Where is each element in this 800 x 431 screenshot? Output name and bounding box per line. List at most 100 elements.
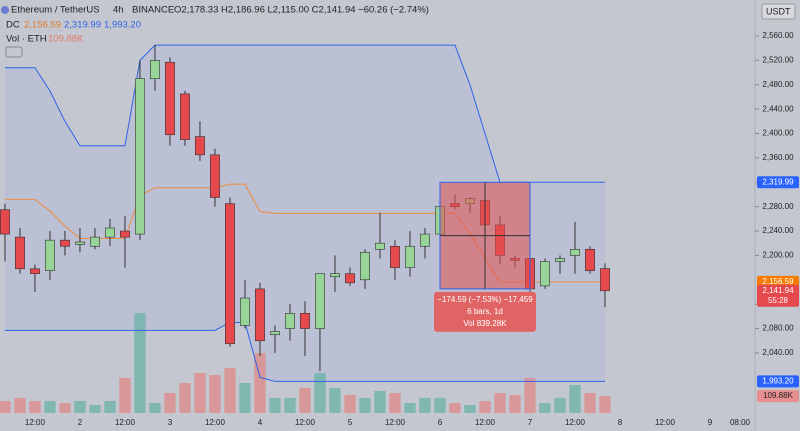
candle-body (270, 331, 280, 335)
y-tick-label: 2,360.00 (762, 153, 794, 162)
x-tick-label: 7 (528, 418, 533, 427)
volume-bar (359, 397, 371, 413)
measure-label: 6 bars, 1d (467, 307, 503, 316)
interval: 4h (113, 5, 124, 16)
volume-bar (44, 401, 56, 413)
candle-body (360, 252, 370, 281)
volume-bar (509, 395, 521, 413)
volume-bar (74, 401, 86, 413)
volume-bar (329, 387, 341, 413)
candle-body (165, 61, 175, 136)
volume-bar (494, 393, 506, 413)
collapse-button[interactable] (5, 46, 23, 58)
candle-body (75, 241, 85, 245)
y-tick-label: 2,040.00 (762, 348, 794, 357)
candle-body (15, 236, 25, 270)
candle-body (555, 258, 565, 262)
volume-bar (284, 397, 296, 413)
candle-body (180, 93, 190, 140)
x-tick-label: 12:00 (385, 418, 406, 427)
volume-bar (464, 405, 476, 413)
price-tag (757, 176, 799, 189)
candle-body (210, 154, 220, 198)
price-tag-label: 2,141.94 (762, 286, 794, 295)
ohlc: O2,178.33 H2,186.96 L2,115.00 C2,141.94 … (174, 5, 429, 16)
dc-upper-value: 2,319.99 (64, 20, 101, 31)
volume-bar (434, 397, 446, 413)
x-tick-label: 12:00 (655, 418, 676, 427)
volume-bar (314, 373, 326, 413)
measure-label: Vol 839.28K (463, 319, 507, 328)
price-tag (757, 284, 799, 307)
candle-body (315, 273, 325, 329)
volume-bar (584, 393, 596, 413)
candle-body (300, 312, 310, 329)
volume-bar (194, 373, 206, 413)
symbol-icon (1, 6, 9, 14)
y-tick-label: 2,480.00 (762, 80, 794, 89)
candle-body (390, 245, 400, 268)
y-tick-label: 2,440.00 (762, 104, 794, 113)
measure-label-box (433, 291, 536, 332)
volume-bar (179, 383, 191, 413)
dc-middle-value: 2,156.59 (24, 20, 61, 31)
plot: 2,560.00 2,520.00 2,480.00 2,440.00 2,400.00… (0, 31, 794, 427)
volume-bar (569, 385, 581, 413)
x-tick-label: 12:00 (475, 418, 496, 427)
volume-bar (599, 396, 611, 413)
volume-bar (0, 401, 11, 413)
volume-bar (554, 397, 566, 413)
volume-bar (479, 401, 491, 413)
candle-body (60, 239, 70, 247)
volume-bar (524, 377, 536, 413)
volume-bar (404, 403, 416, 413)
y-tick-label: 2,560.00 (762, 31, 794, 40)
x-tick-label: 9 (708, 418, 713, 427)
price-tag-label: 2,156.59 (762, 277, 794, 286)
volume-bar (239, 383, 251, 413)
x-tick-label: 12:00 (205, 418, 226, 427)
y-tick-label: 2,200.00 (762, 251, 794, 260)
volume-bar (449, 403, 461, 413)
price-tag (757, 375, 799, 388)
candle-body (420, 233, 430, 247)
vol-value: 109.88K (48, 34, 84, 45)
candle-body (90, 236, 100, 247)
candle-body (405, 245, 415, 268)
candle-body (540, 261, 550, 287)
symbol: Ethereum / TetherUS (11, 5, 100, 16)
candle-body (195, 136, 205, 156)
candle-body (45, 239, 55, 271)
volume-tag-label: 109.88K (763, 391, 793, 400)
exchange: BINANCE (132, 5, 174, 16)
volume-bar (209, 375, 221, 413)
y-tick-label: 2,400.00 (762, 129, 794, 138)
volume-bar (89, 405, 101, 413)
volume-bar (29, 401, 41, 413)
volume-bar (254, 353, 266, 413)
y-tick-label: 2,080.00 (762, 324, 794, 333)
price-tag-label: 2,319.99 (762, 177, 794, 186)
candle-body (345, 273, 355, 284)
currency: USDT (766, 6, 791, 16)
channel-lower (4, 321, 605, 382)
dc-label: DC (6, 20, 20, 31)
candle-body (150, 60, 160, 79)
volume-bar (299, 387, 311, 413)
x-tick-label: 3 (168, 418, 173, 427)
vol-label: Vol · ETH (6, 34, 47, 45)
volume-tag (757, 390, 799, 403)
candle-body (255, 288, 265, 342)
candle-body (225, 203, 235, 345)
x-tick-label: 5 (348, 418, 353, 427)
volume-bar (344, 395, 356, 413)
x-tick-label: 08:00 (730, 418, 751, 427)
candle-body (375, 242, 385, 250)
volume-bar (539, 403, 551, 413)
currency-button[interactable] (761, 3, 796, 20)
price-tag-label: 1,993.20 (762, 377, 794, 386)
volume-bar (119, 377, 131, 413)
x-tick-label: 12:00 (115, 418, 136, 427)
volume-bar (149, 403, 161, 413)
